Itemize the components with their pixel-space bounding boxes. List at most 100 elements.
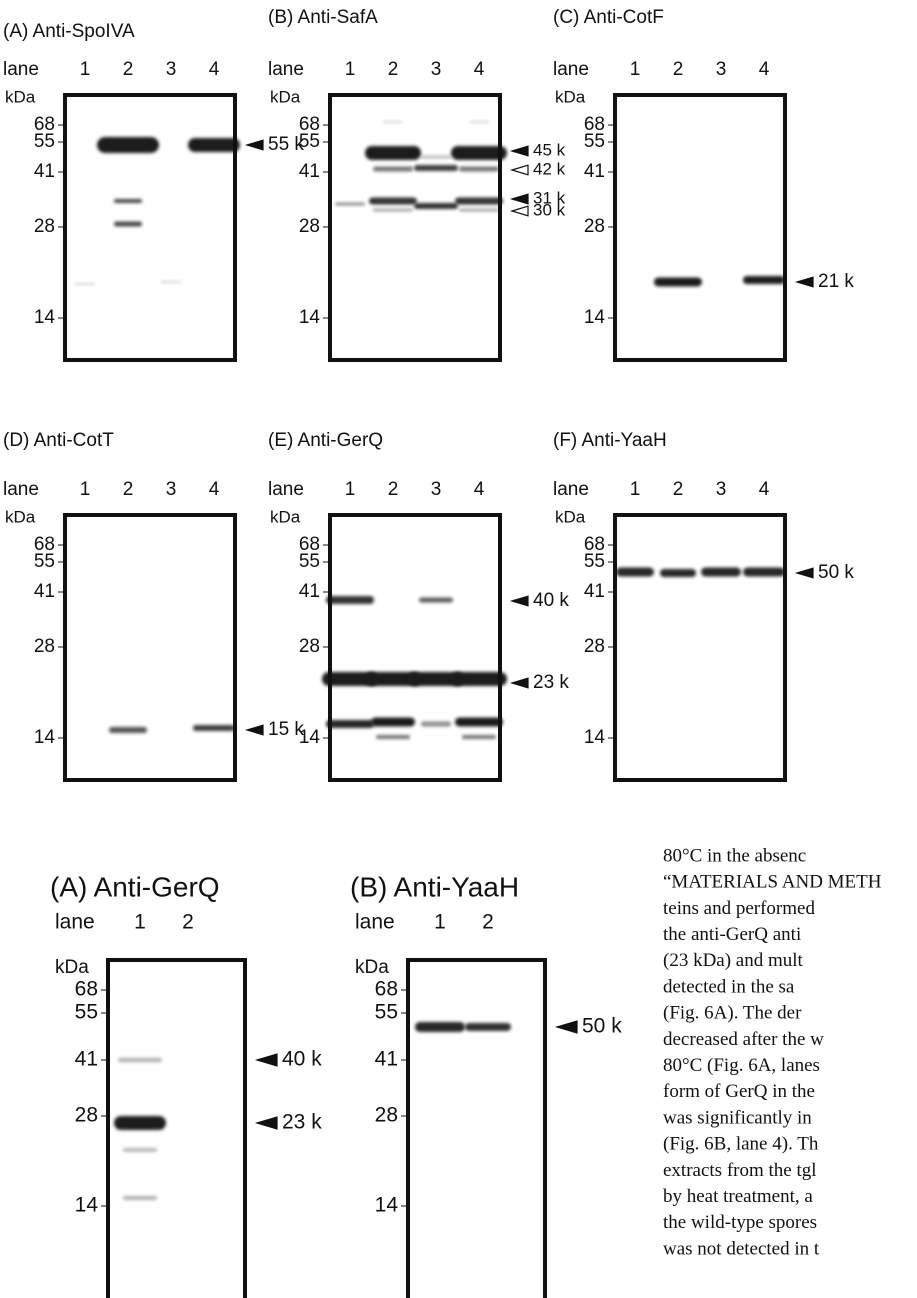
lane-number: 2	[388, 59, 399, 80]
marker-label: 68	[34, 534, 55, 555]
kda-label: kDa	[555, 507, 586, 526]
panel-title: (C) Anti-CotF	[553, 7, 664, 28]
arrow-label: 23 k	[282, 1111, 322, 1134]
arrow-label: 42 k	[533, 159, 566, 178]
panel-title: (A) Anti-GerQ	[50, 871, 220, 902]
band	[701, 567, 741, 577]
marker-label: 28	[584, 636, 605, 657]
lane-number: 4	[759, 479, 770, 500]
band	[654, 277, 702, 287]
arrow-label: 15 k	[268, 719, 304, 740]
panel-title: (B) Anti-YaaH	[350, 871, 519, 902]
marker-label: 55	[375, 1001, 398, 1024]
lane-label: lane	[3, 479, 39, 500]
marker-label: 55	[584, 131, 605, 152]
body-text-line: the wild-type spores	[663, 1212, 817, 1233]
body-text-line: decreased after the w	[663, 1029, 824, 1050]
arrow	[794, 276, 814, 288]
band	[373, 208, 413, 212]
band	[414, 203, 458, 209]
marker-label: 14	[34, 307, 56, 328]
marker-label: 28	[34, 636, 55, 657]
band	[455, 717, 503, 727]
marker-label: 55	[75, 1001, 98, 1024]
band	[114, 199, 142, 203]
lane-number: 1	[630, 479, 641, 500]
arrow	[509, 677, 529, 689]
band	[161, 281, 181, 283]
marker-label: 68	[584, 534, 605, 555]
arrow-label: 40 k	[533, 590, 569, 611]
arrow-label: 40 k	[282, 1048, 322, 1071]
lane-number: 1	[80, 59, 91, 80]
band	[451, 672, 507, 686]
band	[114, 221, 142, 227]
band	[322, 672, 378, 686]
marker-label: 14	[584, 307, 606, 328]
lane-number: 3	[431, 59, 442, 80]
band	[414, 165, 458, 171]
arrow	[509, 145, 529, 157]
arrow	[254, 1116, 278, 1130]
lane-number: 3	[716, 479, 727, 500]
marker-label: 41	[34, 161, 55, 182]
marker-label: 28	[375, 1104, 398, 1127]
marker-label: 28	[34, 216, 55, 237]
body-text-line: was significantly in	[663, 1107, 812, 1128]
blot-frame	[406, 958, 547, 1298]
lane-number: 3	[166, 59, 177, 80]
band	[455, 197, 503, 205]
marker-label: 14	[375, 1194, 399, 1217]
hollow-arrow	[509, 205, 529, 217]
marker-label: 41	[299, 161, 320, 182]
lane-number: 3	[716, 59, 727, 80]
arrow-label: 45 k	[533, 140, 566, 159]
band	[465, 1023, 511, 1031]
marker-label: 14	[299, 307, 321, 328]
marker-label: 41	[299, 581, 320, 602]
marker-label: 68	[375, 978, 398, 1001]
lane-label: lane	[3, 59, 39, 80]
marker-label: 55	[299, 131, 320, 152]
lane-number: 3	[166, 479, 177, 500]
band	[365, 672, 421, 686]
band	[188, 138, 240, 152]
panel-title: (F) Anti-YaaH	[553, 430, 667, 451]
lane-number: 1	[630, 59, 641, 80]
arrow	[509, 595, 529, 607]
band	[326, 596, 374, 604]
band	[118, 1058, 162, 1062]
lane-number: 1	[434, 911, 446, 934]
body-text-line: was not detected in t	[663, 1238, 820, 1259]
band	[97, 137, 159, 153]
blot-frame	[613, 93, 787, 362]
panel-title: (D) Anti-CotT	[3, 430, 114, 451]
blot-frame	[328, 513, 502, 782]
marker-label: 41	[34, 581, 55, 602]
kda-label: kDa	[270, 507, 301, 526]
blot-frame	[106, 958, 247, 1298]
lane-number: 2	[673, 59, 684, 80]
marker-label: 28	[584, 216, 605, 237]
marker-label: 68	[584, 114, 605, 135]
band	[75, 283, 95, 285]
band	[451, 146, 507, 160]
body-text-line: the anti-GerQ anti	[663, 924, 801, 945]
marker-label: 28	[299, 636, 320, 657]
marker-label: 14	[75, 1194, 99, 1217]
panel-title: (E) Anti-GerQ	[268, 430, 383, 451]
kda-label: kDa	[555, 87, 586, 106]
lane-label: lane	[268, 479, 304, 500]
marker-label: 68	[34, 114, 55, 135]
body-text-line: 80°C in the absenc	[663, 845, 806, 866]
marker-label: 55	[34, 131, 55, 152]
marker-label: 28	[299, 216, 320, 237]
body-text-line: “MATERIALS AND METH	[663, 872, 882, 893]
band	[371, 717, 415, 727]
arrow	[554, 1020, 578, 1034]
